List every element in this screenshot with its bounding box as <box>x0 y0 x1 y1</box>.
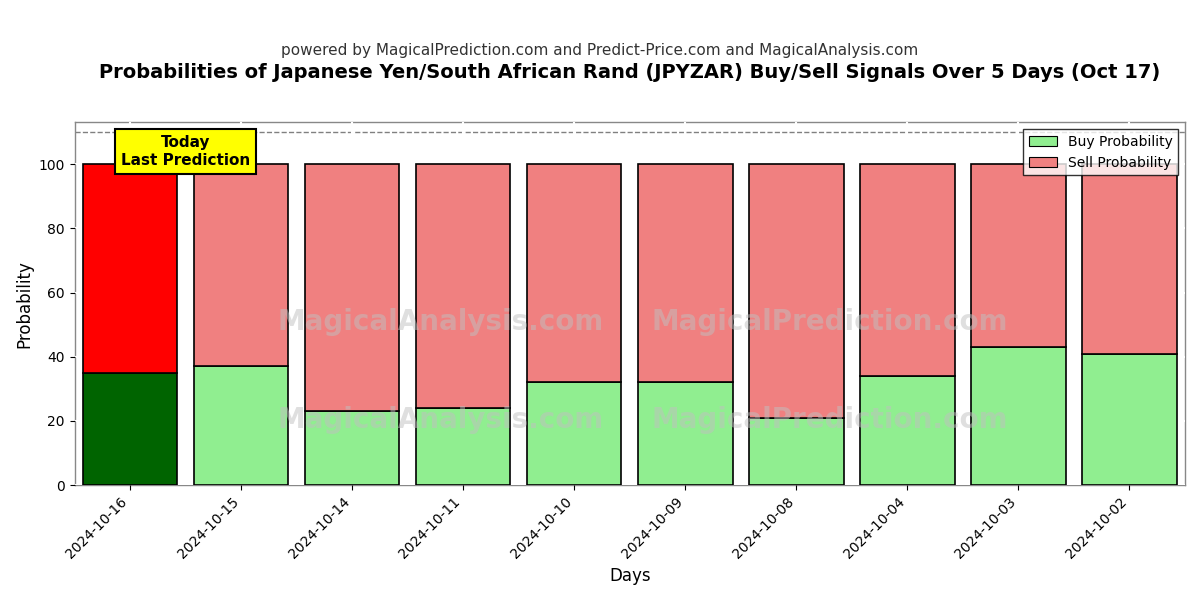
Bar <box>194 164 288 367</box>
Text: MagicalPrediction.com: MagicalPrediction.com <box>652 406 1008 434</box>
Bar <box>194 367 288 485</box>
Text: MagicalAnalysis.com: MagicalAnalysis.com <box>278 308 604 336</box>
Bar <box>83 373 178 485</box>
Bar <box>416 164 510 408</box>
Bar <box>638 382 732 485</box>
Text: MagicalAnalysis.com: MagicalAnalysis.com <box>278 406 604 434</box>
Bar <box>638 164 732 382</box>
Bar <box>1082 353 1177 485</box>
Y-axis label: Probability: Probability <box>16 260 34 348</box>
Title: Probabilities of Japanese Yen/South African Rand (JPYZAR) Buy/Sell Signals Over : Probabilities of Japanese Yen/South Afri… <box>100 63 1160 82</box>
Bar <box>305 412 400 485</box>
Bar <box>83 164 178 373</box>
Bar <box>1082 164 1177 353</box>
Bar <box>527 164 622 382</box>
Bar <box>527 382 622 485</box>
Bar <box>749 164 844 418</box>
Text: MagicalPrediction.com: MagicalPrediction.com <box>652 308 1008 336</box>
Bar <box>416 408 510 485</box>
Bar <box>305 164 400 412</box>
Text: powered by MagicalPrediction.com and Predict-Price.com and MagicalAnalysis.com: powered by MagicalPrediction.com and Pre… <box>281 43 919 58</box>
X-axis label: Days: Days <box>610 567 650 585</box>
Bar <box>749 418 844 485</box>
Bar <box>860 164 955 376</box>
Bar <box>971 164 1066 347</box>
Bar <box>971 347 1066 485</box>
Bar <box>860 376 955 485</box>
Legend: Buy Probability, Sell Probability: Buy Probability, Sell Probability <box>1024 130 1178 175</box>
Text: Today
Last Prediction: Today Last Prediction <box>121 135 251 167</box>
